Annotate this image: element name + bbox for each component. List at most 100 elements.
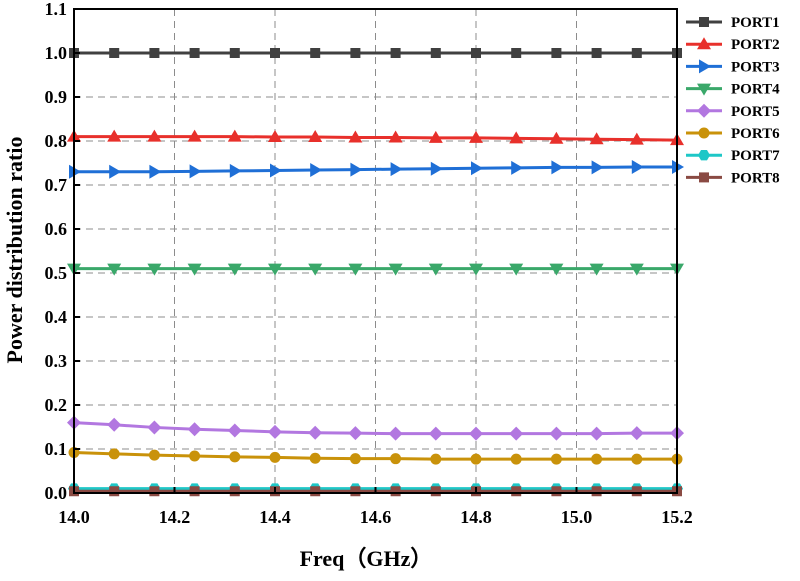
y-tick-label: 1.0 [45,43,68,63]
data-point-port4 [428,263,443,276]
data-point-port5 [428,426,443,441]
data-point-port8 [390,486,401,497]
data-point-port3 [631,159,644,174]
data-point-port1 [149,48,160,58]
data-point-port1 [310,48,321,58]
legend-marker-port5 [697,103,711,118]
data-point-port1 [551,48,562,58]
data-point-port5 [509,426,524,441]
x-tick-label: 15.2 [661,507,693,527]
data-point-port2 [107,129,122,142]
legend: PORT1 PORT2 PORT3 PORT4 PORT5 PORT6 PORT7 PORT8 [686,15,780,186]
data-point-port4 [147,263,162,276]
series-line-port6 [73,451,677,461]
data-point-port2 [308,130,323,143]
data-point-port5 [469,426,483,441]
data-point-port6 [631,453,643,465]
data-point-port6 [430,453,442,465]
series-line-port2 [74,135,678,142]
legend-item-port8: PORT8 [686,170,780,186]
data-point-port1 [270,48,280,58]
data-point-port6 [108,448,120,460]
y-tick-label: 0.6 [45,219,68,239]
data-point-port4 [629,263,644,276]
legend-item-port1: PORT1 [686,15,780,31]
data-point-port8 [189,486,200,497]
data-point-port3 [189,164,202,179]
data-point-port3 [471,161,483,176]
data-point-port2 [589,132,604,145]
series-port5 [67,415,684,441]
data-point-port4 [509,263,524,276]
data-point-port5 [629,426,644,441]
legend-label-port4: PORT4 [731,82,780,98]
data-point-port1 [189,48,200,58]
data-point-port3 [270,163,282,178]
data-point-port2 [388,130,403,143]
legend-label-port3: PORT3 [731,59,780,75]
legend-item-port2: PORT2 [686,37,780,53]
data-point-port5 [268,424,282,439]
y-tick-label: 0.1 [45,439,68,459]
series-port2 [67,129,684,146]
data-point-port8 [229,486,240,497]
data-point-port3 [350,162,363,177]
data-point-port6 [189,450,201,462]
data-point-port4 [308,263,323,276]
data-point-port6 [269,451,281,463]
data-point-port3 [109,164,122,179]
data-point-port3 [511,160,524,175]
series-line-port3 [74,165,677,174]
data-point-port6 [510,453,522,465]
legend-marker-port6 [698,127,710,139]
series-port1 [69,48,682,58]
legend-marker-port2 [697,37,711,50]
data-point-port4 [388,263,403,276]
data-point-port5 [308,425,323,440]
data-point-port4 [227,263,242,276]
legend-marker-port7 [698,150,710,161]
x-tick-label: 15.0 [561,507,593,527]
data-point-port8 [551,486,562,497]
series-line-port5 [73,421,677,436]
x-tick-label: 14.6 [360,507,392,527]
data-point-port2 [268,130,282,143]
data-point-port8 [631,486,642,497]
legend-marker-port8 [699,172,709,183]
data-point-port6 [309,452,321,464]
data-point-port6 [470,453,482,465]
data-point-port1 [471,48,481,58]
x-tick-label: 14.2 [159,507,191,527]
data-point-port8 [350,486,361,497]
data-point-port1 [390,48,401,58]
data-point-port8 [109,486,120,497]
data-point-port5 [107,417,122,432]
data-point-port3 [551,160,564,175]
data-point-port2 [227,129,242,142]
legend-label-port7: PORT7 [731,148,780,164]
legend-item-port6: PORT6 [686,126,780,142]
legend-label-port2: PORT2 [731,37,780,53]
legend-marker-port1 [699,17,709,27]
data-point-port6 [349,453,361,465]
data-point-port6 [229,451,241,463]
data-point-port1 [631,48,642,58]
data-point-port1 [430,48,441,58]
legend-item-port4: PORT4 [686,82,780,98]
data-point-port8 [591,486,602,497]
legend-label-port5: PORT5 [731,104,780,120]
y-tick-label: 1.1 [45,0,68,19]
data-point-port5 [549,426,564,441]
data-point-port5 [589,426,604,441]
data-point-port1 [109,48,120,58]
data-point-port2 [629,132,644,145]
legend-label-port8: PORT8 [731,170,780,186]
series-port3 [69,159,684,179]
y-tick-label: 0.3 [45,351,68,371]
data-point-port3 [591,160,604,175]
data-point-port6 [148,449,160,461]
data-point-port4 [348,263,363,276]
legend-label-port6: PORT6 [731,126,780,142]
data-point-port4 [549,263,564,276]
